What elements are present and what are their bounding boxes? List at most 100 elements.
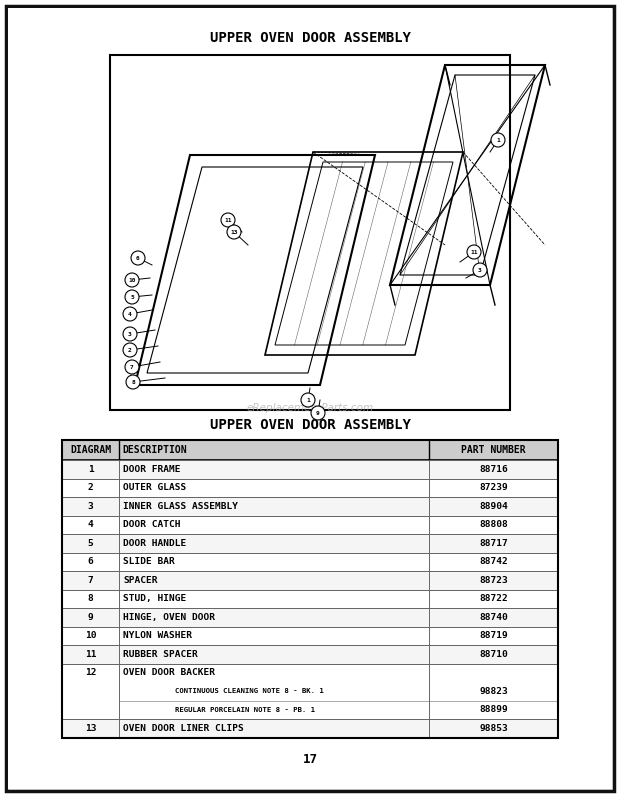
- Circle shape: [311, 406, 325, 420]
- Text: 88717: 88717: [479, 539, 508, 548]
- Text: 3: 3: [128, 332, 132, 336]
- Text: 1: 1: [496, 138, 500, 143]
- Text: 9: 9: [87, 613, 94, 622]
- Bar: [62, 516, 558, 534]
- Text: INNER GLASS ASSEMBLY: INNER GLASS ASSEMBLY: [123, 502, 238, 511]
- Text: 3: 3: [87, 502, 94, 511]
- Bar: [62, 571, 558, 590]
- Text: 10: 10: [85, 631, 96, 640]
- Bar: [62, 552, 558, 571]
- Bar: [62, 440, 558, 460]
- Text: DESCRIPTION: DESCRIPTION: [122, 445, 187, 455]
- Text: eReplacementParts.com: eReplacementParts.com: [246, 403, 374, 413]
- Text: 88719: 88719: [479, 631, 508, 640]
- Text: 2: 2: [128, 347, 132, 352]
- Text: 5: 5: [87, 539, 94, 548]
- Bar: [62, 608, 558, 626]
- Text: UPPER OVEN DOOR ASSEMBLY: UPPER OVEN DOOR ASSEMBLY: [210, 31, 410, 45]
- Text: 88722: 88722: [479, 595, 508, 603]
- Text: DOOR FRAME: DOOR FRAME: [123, 465, 180, 473]
- Text: 11: 11: [470, 249, 478, 254]
- Bar: [62, 645, 558, 663]
- Text: DOOR CATCH: DOOR CATCH: [123, 520, 180, 529]
- Text: STUD, HINGE: STUD, HINGE: [123, 595, 186, 603]
- Bar: [62, 645, 558, 663]
- Circle shape: [131, 251, 145, 265]
- Text: 88740: 88740: [479, 613, 508, 622]
- Bar: [62, 534, 558, 552]
- Text: 13: 13: [230, 230, 237, 234]
- Text: 10: 10: [128, 277, 136, 282]
- Text: 88723: 88723: [479, 575, 508, 585]
- Text: CONTINUOUS CLEANING NOTE 8 - BK. 1: CONTINUOUS CLEANING NOTE 8 - BK. 1: [175, 689, 324, 694]
- Text: OVEN DOOR LINER CLIPS: OVEN DOOR LINER CLIPS: [123, 724, 244, 732]
- Text: 3: 3: [478, 268, 482, 273]
- Text: 6: 6: [87, 557, 94, 566]
- Text: 2: 2: [87, 483, 94, 493]
- Bar: [62, 571, 558, 590]
- Circle shape: [491, 133, 505, 147]
- Circle shape: [125, 360, 139, 374]
- Text: 11: 11: [224, 218, 232, 222]
- Text: 11: 11: [85, 650, 96, 659]
- Text: OUTER GLASS: OUTER GLASS: [123, 483, 186, 493]
- Circle shape: [123, 343, 137, 357]
- Bar: [62, 663, 558, 719]
- Bar: [62, 590, 558, 608]
- Circle shape: [467, 245, 481, 259]
- Circle shape: [221, 213, 235, 227]
- Text: HINGE, OVEN DOOR: HINGE, OVEN DOOR: [123, 613, 215, 622]
- Circle shape: [123, 307, 137, 321]
- Circle shape: [123, 327, 137, 341]
- Text: 88904: 88904: [479, 502, 508, 511]
- Text: 98823: 98823: [479, 687, 508, 696]
- Circle shape: [301, 393, 315, 407]
- Bar: [62, 497, 558, 516]
- Text: 12: 12: [85, 668, 96, 677]
- Circle shape: [125, 273, 139, 287]
- Text: 9: 9: [316, 410, 320, 415]
- Text: 8: 8: [131, 379, 135, 384]
- Bar: [62, 460, 558, 478]
- Text: 87239: 87239: [479, 483, 508, 493]
- Circle shape: [125, 290, 139, 304]
- Text: SPACER: SPACER: [123, 575, 157, 585]
- Bar: [62, 626, 558, 645]
- Text: REGULAR PORCELAIN NOTE 8 - PB. 1: REGULAR PORCELAIN NOTE 8 - PB. 1: [175, 707, 315, 713]
- Text: 17: 17: [303, 753, 317, 766]
- Bar: [62, 590, 558, 608]
- Text: 88808: 88808: [479, 520, 508, 529]
- Bar: [62, 440, 558, 737]
- Bar: [62, 478, 558, 497]
- Text: PART NUMBER: PART NUMBER: [461, 445, 526, 455]
- Bar: [62, 719, 558, 737]
- Text: 88710: 88710: [479, 650, 508, 659]
- Text: 88899: 88899: [479, 705, 508, 714]
- Text: 6: 6: [136, 256, 140, 261]
- Bar: [62, 497, 558, 516]
- Bar: [62, 719, 558, 737]
- Text: 98853: 98853: [479, 724, 508, 732]
- Text: DIAGRAM: DIAGRAM: [70, 445, 111, 455]
- Text: DOOR HANDLE: DOOR HANDLE: [123, 539, 186, 548]
- Text: SLIDE BAR: SLIDE BAR: [123, 557, 175, 566]
- Text: 7: 7: [130, 364, 134, 370]
- Text: 8: 8: [87, 595, 94, 603]
- Circle shape: [227, 225, 241, 239]
- Bar: [62, 460, 558, 478]
- Text: 88716: 88716: [479, 465, 508, 473]
- Text: 1: 1: [87, 465, 94, 473]
- Bar: [62, 608, 558, 626]
- Text: 88742: 88742: [479, 557, 508, 566]
- Bar: [62, 663, 558, 719]
- Bar: [62, 534, 558, 552]
- Bar: [62, 552, 558, 571]
- Text: RUBBER SPACER: RUBBER SPACER: [123, 650, 198, 659]
- Text: 4: 4: [128, 312, 132, 316]
- Text: 5: 5: [130, 295, 134, 300]
- Bar: [110, 55, 510, 410]
- Bar: [62, 516, 558, 534]
- Bar: [62, 478, 558, 497]
- Text: 7: 7: [87, 575, 94, 585]
- Text: 13: 13: [85, 724, 96, 732]
